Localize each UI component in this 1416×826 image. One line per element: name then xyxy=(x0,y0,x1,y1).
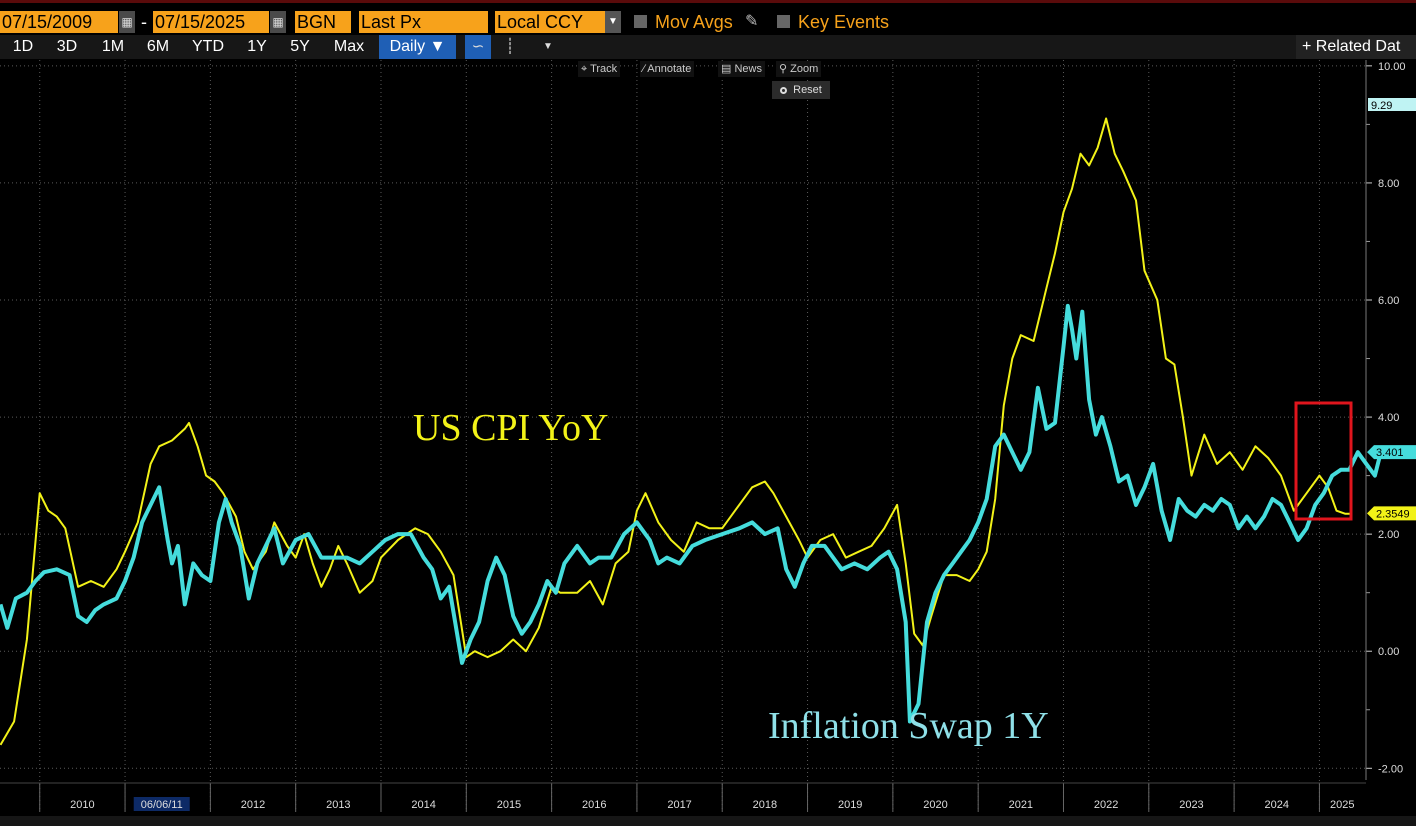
top-value-bg xyxy=(1368,98,1416,111)
swap-line xyxy=(0,303,1383,724)
chart-type-dropdown-icon[interactable]: ▼ xyxy=(543,41,553,52)
y-tick-label: 0.00 xyxy=(1378,646,1399,658)
zoom-tool[interactable]: ⚲ Zoom xyxy=(776,61,822,77)
y-tick-label: 10.00 xyxy=(1378,61,1406,73)
cpi-line xyxy=(0,117,1352,746)
x-tick-label: 2010 xyxy=(70,799,94,811)
x-tick-label: 2019 xyxy=(838,799,862,811)
news-tool[interactable]: ▤ News xyxy=(718,61,765,77)
value-labels: 3.401 2.3549 9.29 US CPI YoY Inflation Swap … xyxy=(413,98,1416,747)
range-1d-button[interactable]: 1D xyxy=(12,38,34,55)
x-tick-label: 2018 xyxy=(753,799,777,811)
x-tick-label: 2024 xyxy=(1265,799,1289,811)
annotate-tool[interactable]: ∕ Annotate xyxy=(640,61,695,77)
x-tick-label: 2023 xyxy=(1179,799,1203,811)
frequency-dropdown[interactable]: Daily ▼ xyxy=(379,35,456,59)
top-accent-line xyxy=(0,0,1416,3)
x-tick-label: 2015 xyxy=(497,799,521,811)
chart-grid xyxy=(0,60,1365,812)
range-3d-button[interactable]: 3D xyxy=(56,38,78,55)
reset-icon xyxy=(780,87,788,94)
field-select[interactable]: Last Px xyxy=(359,11,488,33)
cpi-last-value-bg xyxy=(1367,506,1416,521)
swap-last-value: 3.401 xyxy=(1376,447,1404,459)
cursor-date-box xyxy=(133,797,190,811)
start-calendar-icon[interactable]: ▦ xyxy=(119,11,135,33)
end-calendar-icon[interactable]: ▦ xyxy=(270,11,286,33)
cpi-last-value: 2.3549 xyxy=(1376,508,1410,520)
y-tick-label: 8.00 xyxy=(1378,178,1399,190)
pencil-icon[interactable]: ✎ xyxy=(745,13,759,30)
track-label: Track xyxy=(590,63,618,75)
currency-select[interactable]: Local CCY xyxy=(495,11,605,33)
related-data-button[interactable]: + Related Dat xyxy=(1296,35,1416,59)
x-tick-label: 2021 xyxy=(1009,799,1033,811)
chart-area[interactable]: 10.008.006.004.002.000.00-2.00 201020112… xyxy=(0,60,1416,816)
range-toolbar xyxy=(0,35,1416,59)
range-1y-button[interactable]: 1Y xyxy=(247,38,267,55)
y-tick-label: -2.00 xyxy=(1378,763,1403,775)
source-field[interactable]: BGN xyxy=(295,11,351,33)
line-chart-icon[interactable]: ∽ xyxy=(465,35,491,59)
y-tick-label: 6.00 xyxy=(1378,295,1399,307)
currency-dropdown-icon[interactable]: ▼ xyxy=(605,11,621,33)
range-5y-button[interactable]: 5Y xyxy=(290,38,310,55)
range-max-button[interactable]: Max xyxy=(333,38,365,55)
x-tick-label: 2022 xyxy=(1094,799,1118,811)
x-tick-label: 2012 xyxy=(241,799,265,811)
chart-background xyxy=(0,60,1416,816)
swap-last-value-bg xyxy=(1367,445,1416,460)
end-date-field[interactable]: 07/15/2025 xyxy=(153,11,269,33)
zoom-label: Zoom xyxy=(790,63,819,75)
reset-button[interactable]: Reset xyxy=(772,81,830,99)
cursor-date-label: 06/06/11 xyxy=(141,799,183,811)
y-tick-label: 4.00 xyxy=(1378,412,1399,424)
start-date-field[interactable]: 07/15/2009 xyxy=(0,11,118,33)
y-axis: 10.00 8.00 6.00 4.00 2.00 0.00 -2.00 xyxy=(1365,60,1406,780)
series-lines xyxy=(0,117,1383,746)
cpi-annotation: US CPI YoY xyxy=(413,407,608,449)
annotate-label: Annotate xyxy=(647,63,692,75)
key-events-checkbox[interactable] xyxy=(777,15,790,28)
track-tool[interactable]: ⌖ Track xyxy=(578,61,621,77)
x-tick-label: 2020 xyxy=(923,799,947,811)
x-tick-label: 2014 xyxy=(411,799,435,811)
mov-avgs-label[interactable]: Mov Avgs xyxy=(655,12,733,32)
y-tick-label: 2.00 xyxy=(1378,529,1399,541)
x-tick-label: 2017 xyxy=(667,799,691,811)
swap-annotation: Inflation Swap 1Y xyxy=(768,705,1049,747)
bar-chart-icon[interactable]: ┊ xyxy=(505,38,515,55)
x-tick-label: 2016 xyxy=(582,799,606,811)
key-events-label[interactable]: Key Events xyxy=(798,12,890,32)
x-axis: 2010201120122013201420152016201720182019… xyxy=(0,782,1366,812)
footer-bar xyxy=(0,816,1416,826)
x-tick-label: 2013 xyxy=(326,799,350,811)
news-label: News xyxy=(734,63,762,75)
range-ytd-button[interactable]: YTD xyxy=(192,38,224,55)
top-value-label: 9.29 xyxy=(1371,100,1392,112)
range-1m-button[interactable]: 1M xyxy=(101,38,125,55)
range-6m-button[interactable]: 6M xyxy=(146,38,170,55)
highlight-box xyxy=(1294,401,1353,521)
x-tick-label: 2025 xyxy=(1330,799,1354,811)
reset-label: Reset xyxy=(793,84,822,96)
mov-avgs-checkbox[interactable] xyxy=(634,15,647,28)
date-separator: - xyxy=(141,12,147,32)
